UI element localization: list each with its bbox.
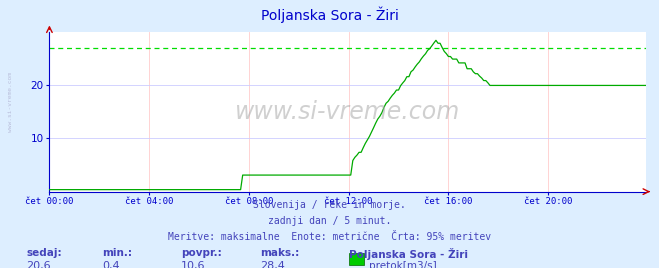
Text: www.si-vreme.com: www.si-vreme.com xyxy=(235,100,460,124)
Text: min.:: min.: xyxy=(102,248,132,258)
Text: 0,4: 0,4 xyxy=(102,261,120,268)
Text: maks.:: maks.: xyxy=(260,248,300,258)
Text: 20,6: 20,6 xyxy=(26,261,51,268)
Text: www.si-vreme.com: www.si-vreme.com xyxy=(8,72,13,132)
Text: Slovenija / reke in morje.: Slovenija / reke in morje. xyxy=(253,200,406,210)
Text: 10,6: 10,6 xyxy=(181,261,206,268)
Text: Meritve: maksimalne  Enote: metrične  Črta: 95% meritev: Meritve: maksimalne Enote: metrične Črta… xyxy=(168,232,491,242)
Text: pretok[m3/s]: pretok[m3/s] xyxy=(369,261,437,268)
Text: 28,4: 28,4 xyxy=(260,261,285,268)
Text: povpr.:: povpr.: xyxy=(181,248,222,258)
Text: sedaj:: sedaj: xyxy=(26,248,62,258)
Text: zadnji dan / 5 minut.: zadnji dan / 5 minut. xyxy=(268,216,391,226)
Text: Poljanska Sora - Žiri: Poljanska Sora - Žiri xyxy=(349,248,469,260)
Text: Poljanska Sora - Žiri: Poljanska Sora - Žiri xyxy=(260,7,399,23)
